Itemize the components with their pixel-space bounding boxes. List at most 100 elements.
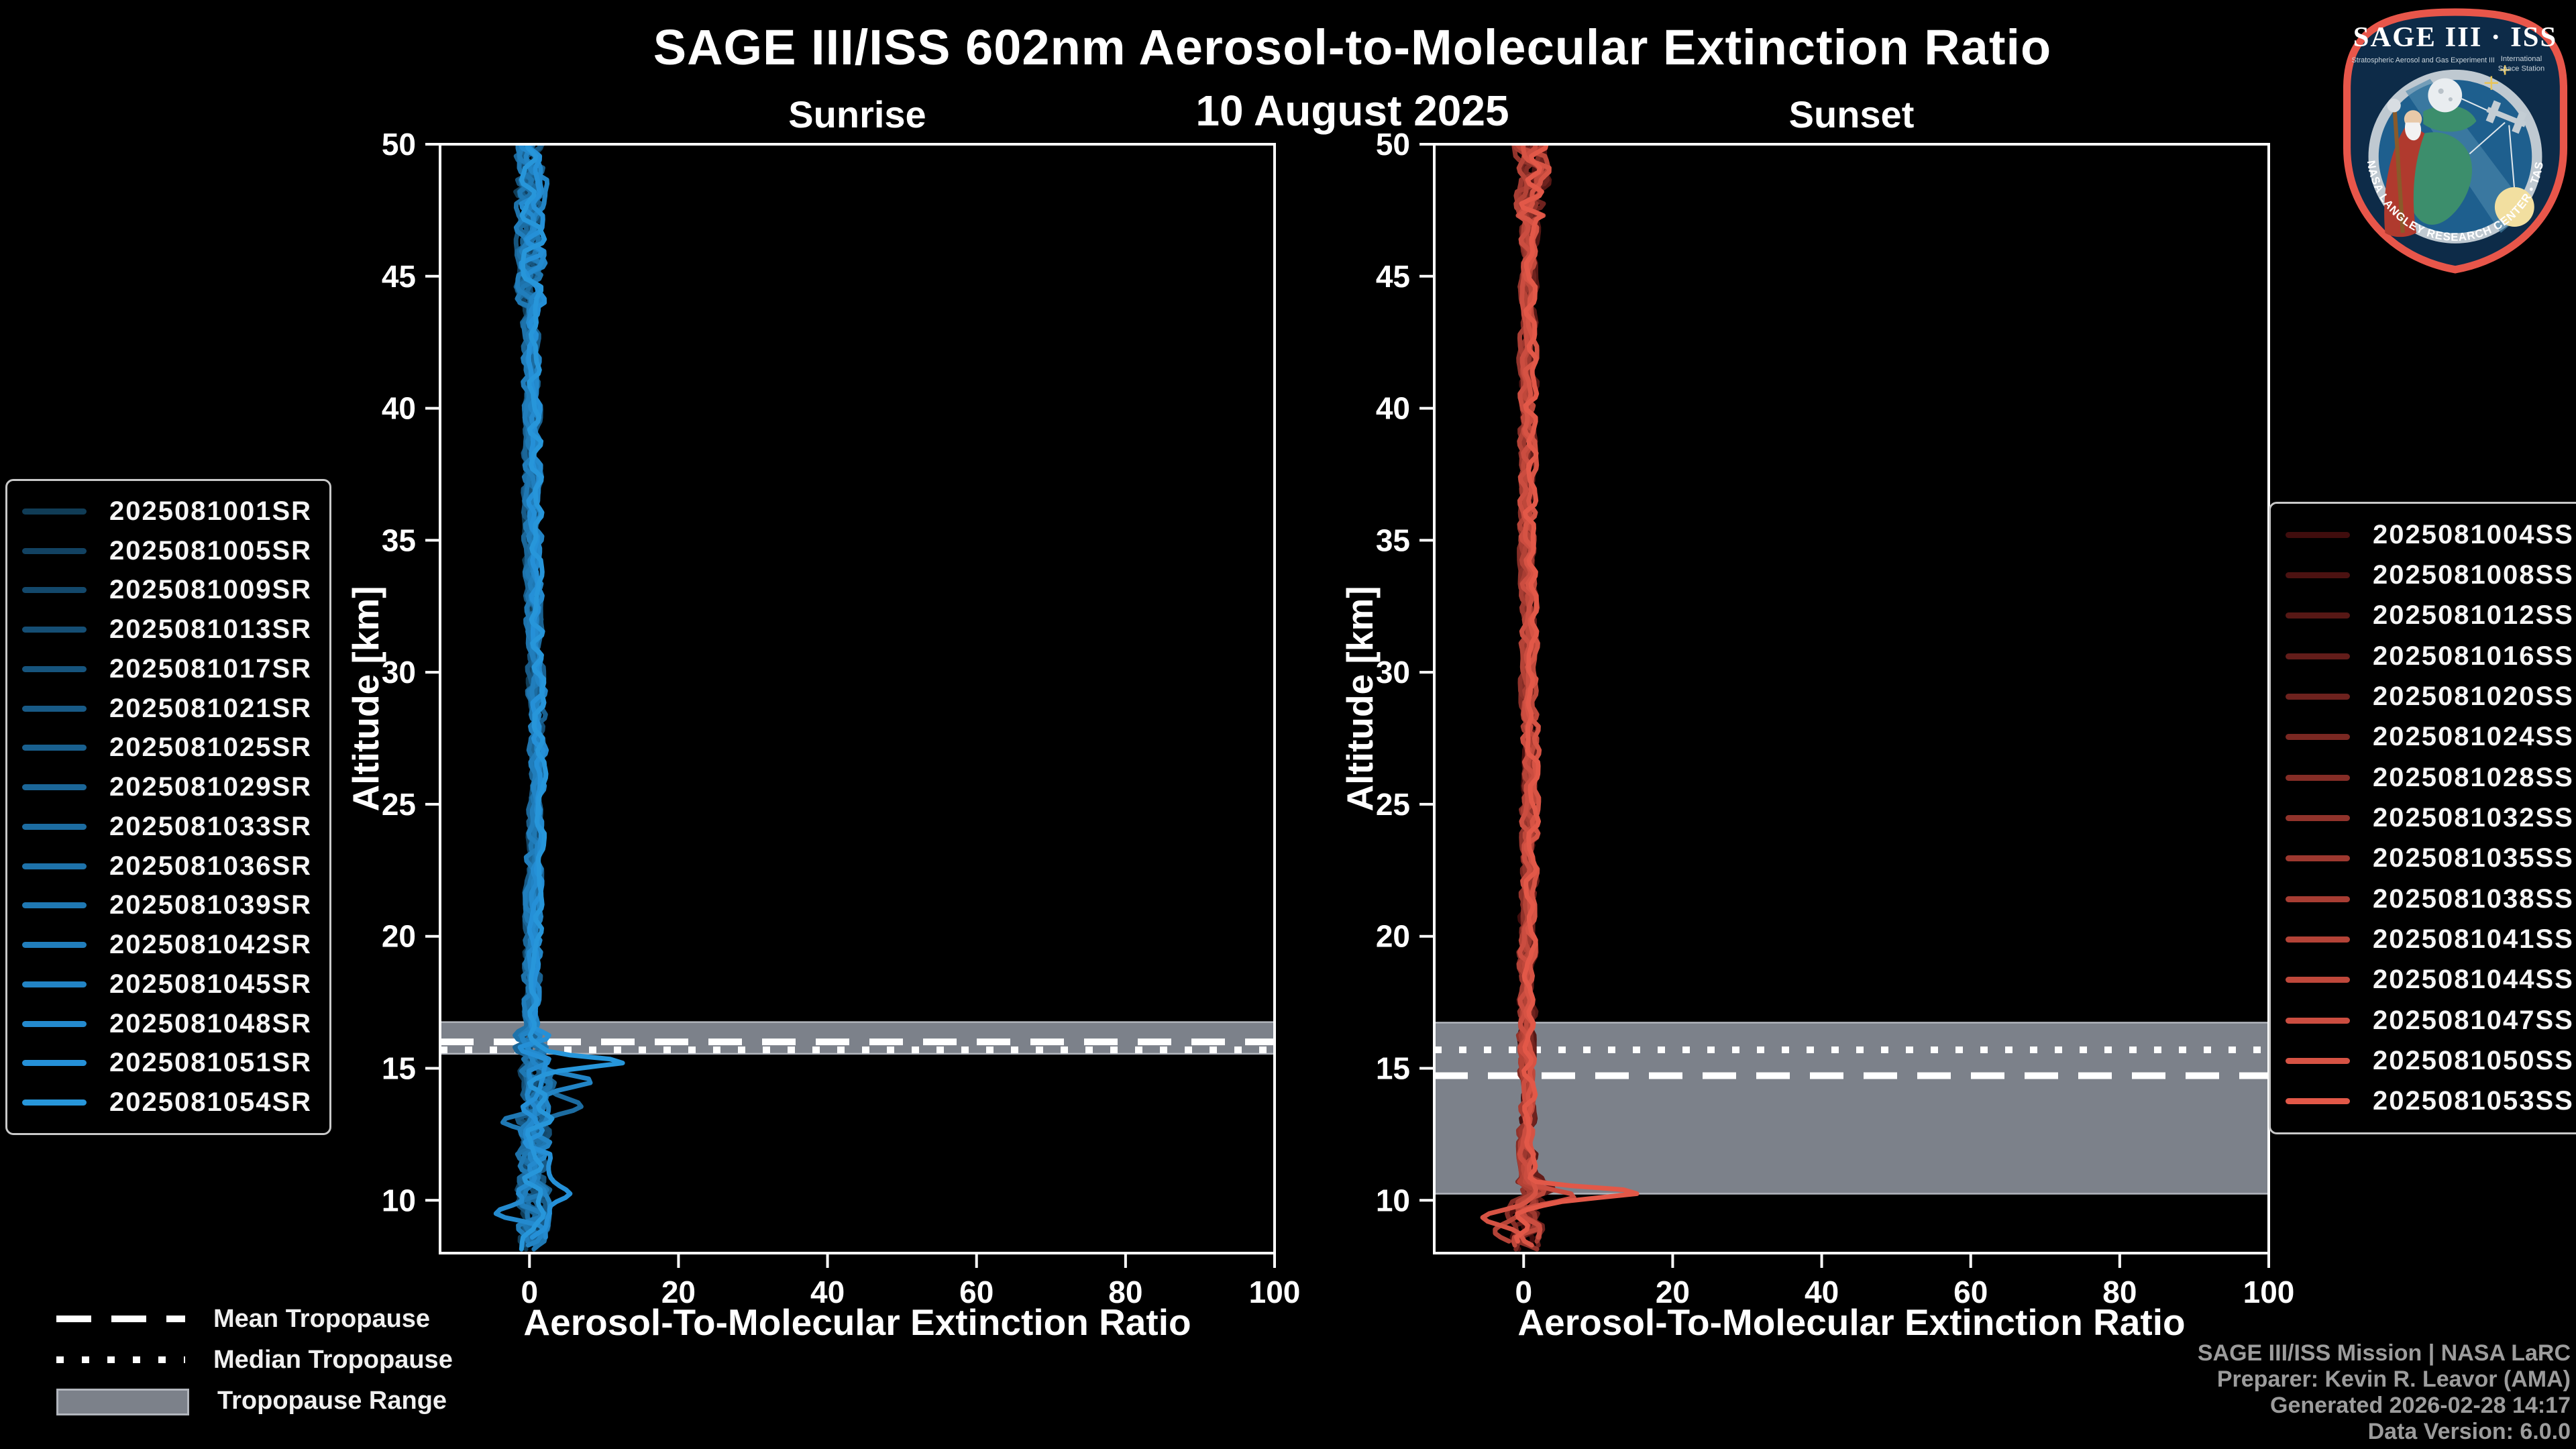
- logo-title: SAGE III · ISS: [2353, 21, 2557, 53]
- legend-line-swatch: [22, 863, 87, 869]
- plot-area-sunset: [1434, 144, 2269, 1252]
- x-axis-label-sunset: Aerosol-To-Molecular Extinction Ratio: [1517, 1301, 2185, 1343]
- legend-item: 2025081038SS: [2286, 884, 2574, 914]
- plot-frame-sunrise: [439, 143, 1276, 1254]
- legend-item: 2025081044SS: [2286, 965, 2574, 995]
- legend-item: 2025081012SS: [2286, 600, 2574, 631]
- legend-line-swatch: [2286, 814, 2350, 821]
- legend-line-swatch: [22, 547, 87, 554]
- legend-event-label: 2025081028SS: [2373, 762, 2574, 792]
- x-tick-label: 40: [1805, 1275, 1839, 1309]
- legend-line-swatch: [22, 1020, 87, 1027]
- legend-line-swatch: [2286, 774, 2350, 781]
- footer-line: SAGE III/ISS Mission | NASA LaRC: [2197, 1340, 2571, 1366]
- sage-iss-mission-logo: SAGE III · ISS Stratospheric Aerosol and…: [2343, 8, 2568, 274]
- footer-line: Generated 2026-02-28 14:17: [2270, 1393, 2571, 1418]
- logo-moon: [2428, 78, 2463, 113]
- legend-event-label: 2025081042SR: [109, 930, 313, 960]
- logo-moon-crater: [2448, 97, 2453, 102]
- page-title: SAGE III/ISS 602nm Aerosol-to-Molecular …: [653, 19, 2052, 75]
- profile-2025081053SS: [1514, 144, 1640, 1244]
- legend-item: 2025081004SS: [2286, 520, 2574, 550]
- legend-event-label: 2025081005SR: [109, 535, 313, 566]
- legend-line-swatch: [22, 627, 87, 633]
- legend-line-swatch: [2286, 1098, 2350, 1105]
- tropopause-legend: Mean Tropopause Median Tropopause Tropopau…: [56, 1304, 453, 1415]
- y-tick-label: 20: [382, 919, 416, 954]
- tropopause-legend-label: Mean Tropopause: [213, 1304, 431, 1333]
- legend-event-label: 2025081016SS: [2373, 641, 2574, 671]
- tropopause-legend-label: Tropopause Range: [217, 1386, 447, 1415]
- y-tick-label: 30: [382, 655, 416, 690]
- legend-event-label: 2025081039SR: [109, 890, 313, 920]
- x-tick-label: 60: [1953, 1275, 1988, 1309]
- legend-event-label: 2025081053SS: [2373, 1086, 2574, 1116]
- legend-event-label: 2025081020SS: [2373, 681, 2574, 711]
- footer-credits: SAGE III/ISS Mission | NASA LaRC Preparer…: [2198, 1340, 2571, 1445]
- legend-item: 2025081032SS: [2286, 803, 2574, 833]
- plot-area-sunrise: [440, 144, 1275, 1252]
- x-tick-label: 0: [1515, 1275, 1532, 1309]
- legend-event-label: 2025081004SS: [2373, 519, 2574, 549]
- x-tick-label: 0: [521, 1275, 538, 1309]
- legend-line-swatch: [2286, 1017, 2350, 1024]
- y-tick-label: 15: [1376, 1051, 1410, 1086]
- logo-sun: [2494, 187, 2534, 227]
- logo-sage-figure: [2384, 122, 2425, 237]
- y-axis-label-sunrise: Altitude [km]: [345, 586, 386, 811]
- legend-line-swatch: [22, 705, 87, 712]
- legend-item: 2025081024SS: [2286, 722, 2574, 752]
- legend-line-swatch: [22, 784, 87, 791]
- legend-line-swatch: [2286, 977, 2350, 983]
- legend-line-swatch: [2286, 896, 2350, 902]
- logo-sage-beard: [2404, 122, 2422, 141]
- x-tick-label: 40: [810, 1275, 845, 1309]
- y-tick-label: 30: [1376, 655, 1410, 690]
- legend-item: 2025081041SS: [2286, 924, 2574, 955]
- profile-2025081054SR: [519, 144, 625, 1252]
- legend-event-label: 2025081044SS: [2373, 965, 2574, 995]
- y-tick-label: 45: [382, 259, 416, 294]
- x-tick-label: 20: [661, 1275, 696, 1309]
- tropopause-dashed-swatch: [56, 1304, 185, 1334]
- panel-title-sunset: Sunset: [1788, 93, 1915, 136]
- legend-event-label: 2025081035SS: [2373, 843, 2574, 873]
- legend-event-label: 2025081001SR: [109, 496, 313, 526]
- legend-event-label: 2025081008SS: [2373, 559, 2574, 590]
- tropopause-dotted-swatch: [56, 1345, 185, 1375]
- legend-line-swatch: [22, 942, 87, 949]
- legend-item: 2025081053SS: [2286, 1086, 2574, 1116]
- legend-line-swatch: [22, 823, 87, 830]
- legend-event-label: 2025081048SR: [109, 1008, 313, 1038]
- legend-item: 2025081033SR: [22, 812, 312, 842]
- y-tick-label: 10: [382, 1183, 416, 1218]
- legend-line-swatch: [2286, 734, 2350, 741]
- legend-item: 2025081016SS: [2286, 641, 2574, 672]
- legend-event-label: 2025081024SS: [2373, 722, 2574, 752]
- logo-staff: [2392, 109, 2405, 233]
- legend-event-label: 2025081045SR: [109, 969, 313, 999]
- x-tick-label: 100: [1249, 1275, 1301, 1309]
- legend-line-swatch: [22, 981, 87, 987]
- legend-item: 2025081036SR: [22, 851, 312, 881]
- x-axis-label-sunrise: Aerosol-To-Molecular Extinction Ratio: [523, 1301, 1191, 1343]
- legend-line-swatch: [22, 1099, 87, 1106]
- legend-line-swatch: [2286, 936, 2350, 943]
- legend-event-label: 2025081051SR: [109, 1048, 313, 1078]
- legend-item: 2025081048SR: [22, 1009, 312, 1039]
- legend-item: 2025081035SS: [2286, 843, 2574, 873]
- y-axis-label-sunset: Altitude [km]: [1339, 586, 1381, 811]
- legend-event-label: 2025081050SS: [2373, 1045, 2574, 1075]
- panel-title-sunrise: Sunrise: [788, 93, 926, 136]
- legend-item: 2025081045SR: [22, 969, 312, 1000]
- legend-line-swatch: [2286, 531, 2350, 538]
- legend-item: 2025081017SR: [22, 654, 312, 684]
- y-tick-label: 40: [382, 391, 416, 426]
- legend-line-swatch: [22, 587, 87, 594]
- legend-item: 2025081047SS: [2286, 1006, 2574, 1036]
- legend-line-swatch: [2286, 612, 2350, 619]
- date-subtitle: 10 August 2025: [1195, 87, 1509, 135]
- legend-line-swatch: [2286, 572, 2350, 578]
- legend-event-label: 2025081047SS: [2373, 1005, 2574, 1035]
